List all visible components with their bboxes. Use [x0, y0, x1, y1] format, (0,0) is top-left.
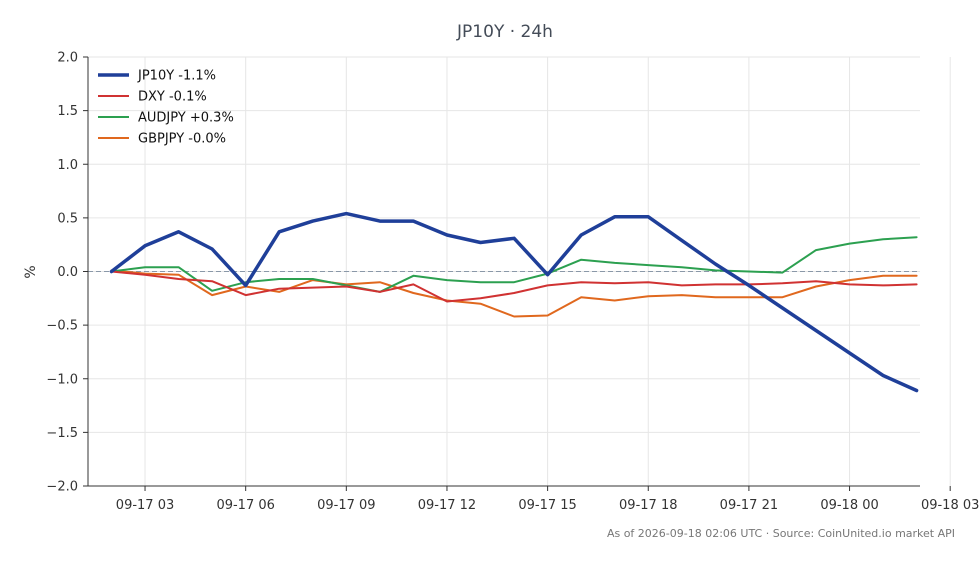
- x-tick-label-0: 09-17 03: [116, 498, 174, 513]
- y-tick-label-0: 2.0: [57, 51, 78, 66]
- chart-title: JP10Y · 24h: [456, 22, 553, 42]
- y-axis-ticks: 2.0 1.5 1.0 0.5 0.0 −0.5 −1.0 −1.5 −2.0: [46, 51, 88, 495]
- series-group: [109, 211, 919, 393]
- legend-label-2: AUDJPY +0.3%: [138, 111, 234, 126]
- y-tick-label-4: 0.0: [57, 265, 78, 280]
- x-tick-label-2: 09-17 09: [317, 498, 375, 513]
- x-axis-ticks: 09-17 03 09-17 06 09-17 09 09-17 12 09-17 15…: [116, 486, 979, 513]
- y-tick-label-5: −0.5: [46, 319, 78, 334]
- x-tick-label-1: 09-17 06: [216, 498, 274, 513]
- y-tick-label-1: 1.5: [57, 104, 78, 119]
- series-line-1: [110, 270, 918, 303]
- footer-source: As of 2026-09-18 02:06 UTC · Source: Coi…: [607, 527, 955, 540]
- y-tick-label-3: 0.5: [57, 211, 78, 226]
- y-tick-label-7: −1.5: [46, 426, 78, 441]
- y-tick-label-8: −2.0: [46, 480, 78, 495]
- x-tick-label-6: 09-17 21: [720, 498, 778, 513]
- legend-label-1: DXY -0.1%: [138, 90, 207, 105]
- x-tick-label-5: 09-17 18: [619, 498, 677, 513]
- y-tick-label-2: 1.0: [57, 158, 78, 173]
- series-line-0: [109, 211, 919, 393]
- y-tick-label-6: −1.0: [46, 372, 78, 387]
- legend-label-3: GBPJPY -0.0%: [138, 132, 226, 147]
- legend: JP10Y -1.1% DXY -0.1% AUDJPY +0.3% GBPJPY -…: [98, 69, 234, 147]
- x-tick-label-7: 09-18 00: [820, 498, 878, 513]
- x-tick-label-4: 09-17 15: [518, 498, 576, 513]
- x-tick-label-3: 09-17 12: [418, 498, 476, 513]
- x-tick-label-8: 09-18 03: [921, 498, 979, 513]
- legend-label-0: JP10Y -1.1%: [137, 69, 216, 84]
- series-line-2: [110, 236, 918, 293]
- y-axis-label: %: [23, 265, 39, 278]
